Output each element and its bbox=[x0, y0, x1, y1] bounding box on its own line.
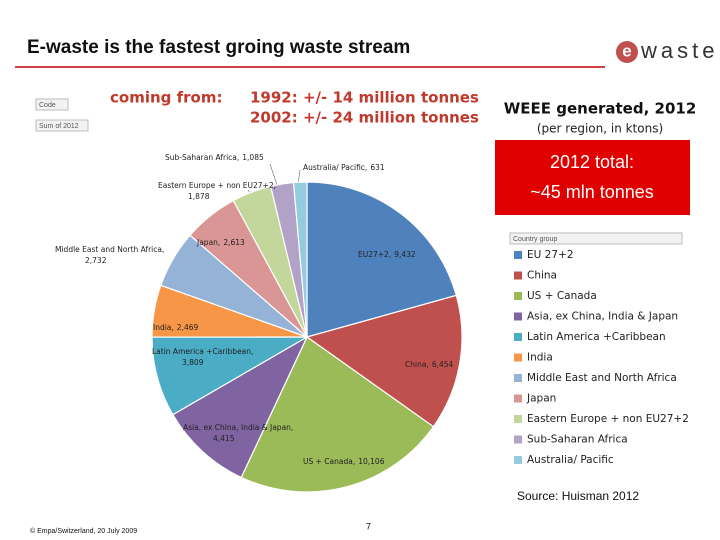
slice-label: India, 2,469 bbox=[153, 323, 198, 332]
copyright: © Empa/Switzerland, 20 July 2009 bbox=[30, 527, 137, 535]
slice-label: Eastern Europe + non EU27+2, 1,878 bbox=[158, 181, 276, 201]
slice-name: Eastern Europe + non EU27+2, bbox=[158, 181, 276, 190]
slice-label: US + Canada, 10,106 bbox=[303, 457, 385, 466]
slice-value: 4,415 bbox=[213, 434, 235, 443]
slice-value: 1,878 bbox=[188, 192, 210, 201]
legend-swatch bbox=[514, 251, 522, 259]
slice-value: 2,613 bbox=[223, 238, 245, 247]
slice-label: Middle East and North Africa, 2,732 bbox=[55, 245, 164, 265]
history-line: 2002: +/- 24 million tonnes bbox=[250, 109, 479, 127]
legend-swatch bbox=[514, 394, 522, 403]
legend-label: Asia, ex China, India & Japan bbox=[527, 311, 678, 323]
legend-label: China bbox=[527, 270, 557, 282]
slice-value: 631 bbox=[370, 163, 385, 172]
legend-label: Sub-Saharan Africa bbox=[527, 434, 628, 446]
slice-value: 10,106 bbox=[358, 457, 384, 466]
legend-label: India bbox=[527, 352, 553, 364]
legend-label: Australia/ Pacific bbox=[527, 454, 614, 466]
history-heading: coming from: bbox=[110, 89, 222, 107]
pie-slice bbox=[306, 181, 458, 338]
slice-name: Asia, ex China, India & Japan, bbox=[183, 423, 293, 432]
slide-title: E-waste is the fastest groing waste stre… bbox=[27, 37, 410, 58]
legend-label: EU 27+2 bbox=[527, 249, 574, 261]
slice-name: China, bbox=[405, 360, 429, 369]
chart-title: WEEE generated, 2012 bbox=[504, 100, 697, 118]
slice-name: Australia/ Pacific, bbox=[303, 163, 367, 172]
slice-label: Japan, 2,613 bbox=[196, 238, 245, 247]
slice-value: 9,432 bbox=[394, 250, 416, 259]
slice-name: US + Canada, bbox=[303, 457, 355, 466]
legend-label: US + Canada bbox=[527, 290, 597, 302]
pie-slice bbox=[292, 181, 308, 338]
page-number: 7 bbox=[366, 521, 371, 531]
slice-value: 2,469 bbox=[177, 323, 199, 332]
slice-value: 2,732 bbox=[85, 256, 107, 265]
legend-label: Middle East and North Africa bbox=[527, 372, 677, 384]
slice-label: China, 6,454 bbox=[405, 360, 454, 369]
code-label: Code bbox=[39, 102, 56, 109]
slice-value: 3,809 bbox=[182, 358, 204, 367]
chart-subtitle: (per region, in ktons) bbox=[537, 122, 663, 136]
pie-slice bbox=[172, 335, 309, 479]
legend-swatch bbox=[514, 333, 522, 341]
sum-label: Sum of 2012 bbox=[39, 123, 79, 130]
source: Source: Huisman 2012 bbox=[517, 489, 639, 503]
legend-label: Eastern Europe + non EU27+2 bbox=[527, 413, 689, 425]
legend-swatch bbox=[514, 312, 522, 321]
slice-label: Sub-Saharan Africa, 1,085 bbox=[165, 153, 264, 162]
pie-slice bbox=[305, 294, 463, 428]
slice-name: Latin America +Caribbean, bbox=[152, 347, 253, 356]
slice-name: Sub-Saharan Africa, bbox=[165, 153, 239, 162]
slice-label: Latin America +Caribbean, 3,809 bbox=[152, 347, 253, 367]
legend-swatch bbox=[514, 435, 522, 444]
slice-value: 1,085 bbox=[242, 153, 264, 162]
logo-text: waste bbox=[640, 38, 718, 63]
legend-swatch bbox=[514, 353, 522, 362]
leader-line bbox=[269, 163, 279, 189]
slice-label: Australia/ Pacific, 631 bbox=[303, 163, 385, 172]
total-box bbox=[495, 140, 690, 215]
slice-name: EU27+2, bbox=[358, 250, 391, 259]
slice-value: 6,454 bbox=[432, 360, 454, 369]
legend-label: Latin America +Caribbean bbox=[527, 331, 666, 343]
sum-field bbox=[35, 119, 89, 132]
code-dropdown[interactable] bbox=[35, 98, 69, 111]
logo-circle bbox=[616, 41, 638, 63]
legend-label: Japan bbox=[526, 393, 556, 405]
logo-e: e bbox=[622, 41, 631, 60]
slice-label: Asia, ex China, India & Japan, 4,415 bbox=[183, 423, 293, 443]
legend-swatch bbox=[514, 292, 522, 300]
group-dropdown[interactable] bbox=[509, 232, 683, 245]
legend-swatch bbox=[514, 456, 522, 464]
total-line: ~45 mln tonnes bbox=[530, 182, 654, 202]
legend-swatch bbox=[514, 374, 522, 382]
group-label: Country group bbox=[513, 236, 557, 243]
slice-name: Japan, bbox=[196, 238, 220, 247]
legend-swatch bbox=[514, 415, 522, 423]
legend-swatch bbox=[514, 271, 522, 280]
total-line: 2012 total: bbox=[550, 152, 634, 172]
slice-name: India, bbox=[153, 323, 174, 332]
slice-label: EU27+2, 9,432 bbox=[358, 250, 416, 259]
history-line: 1992: +/- 14 million tonnes bbox=[250, 89, 479, 107]
slice-name: Middle East and North Africa, bbox=[55, 245, 164, 254]
